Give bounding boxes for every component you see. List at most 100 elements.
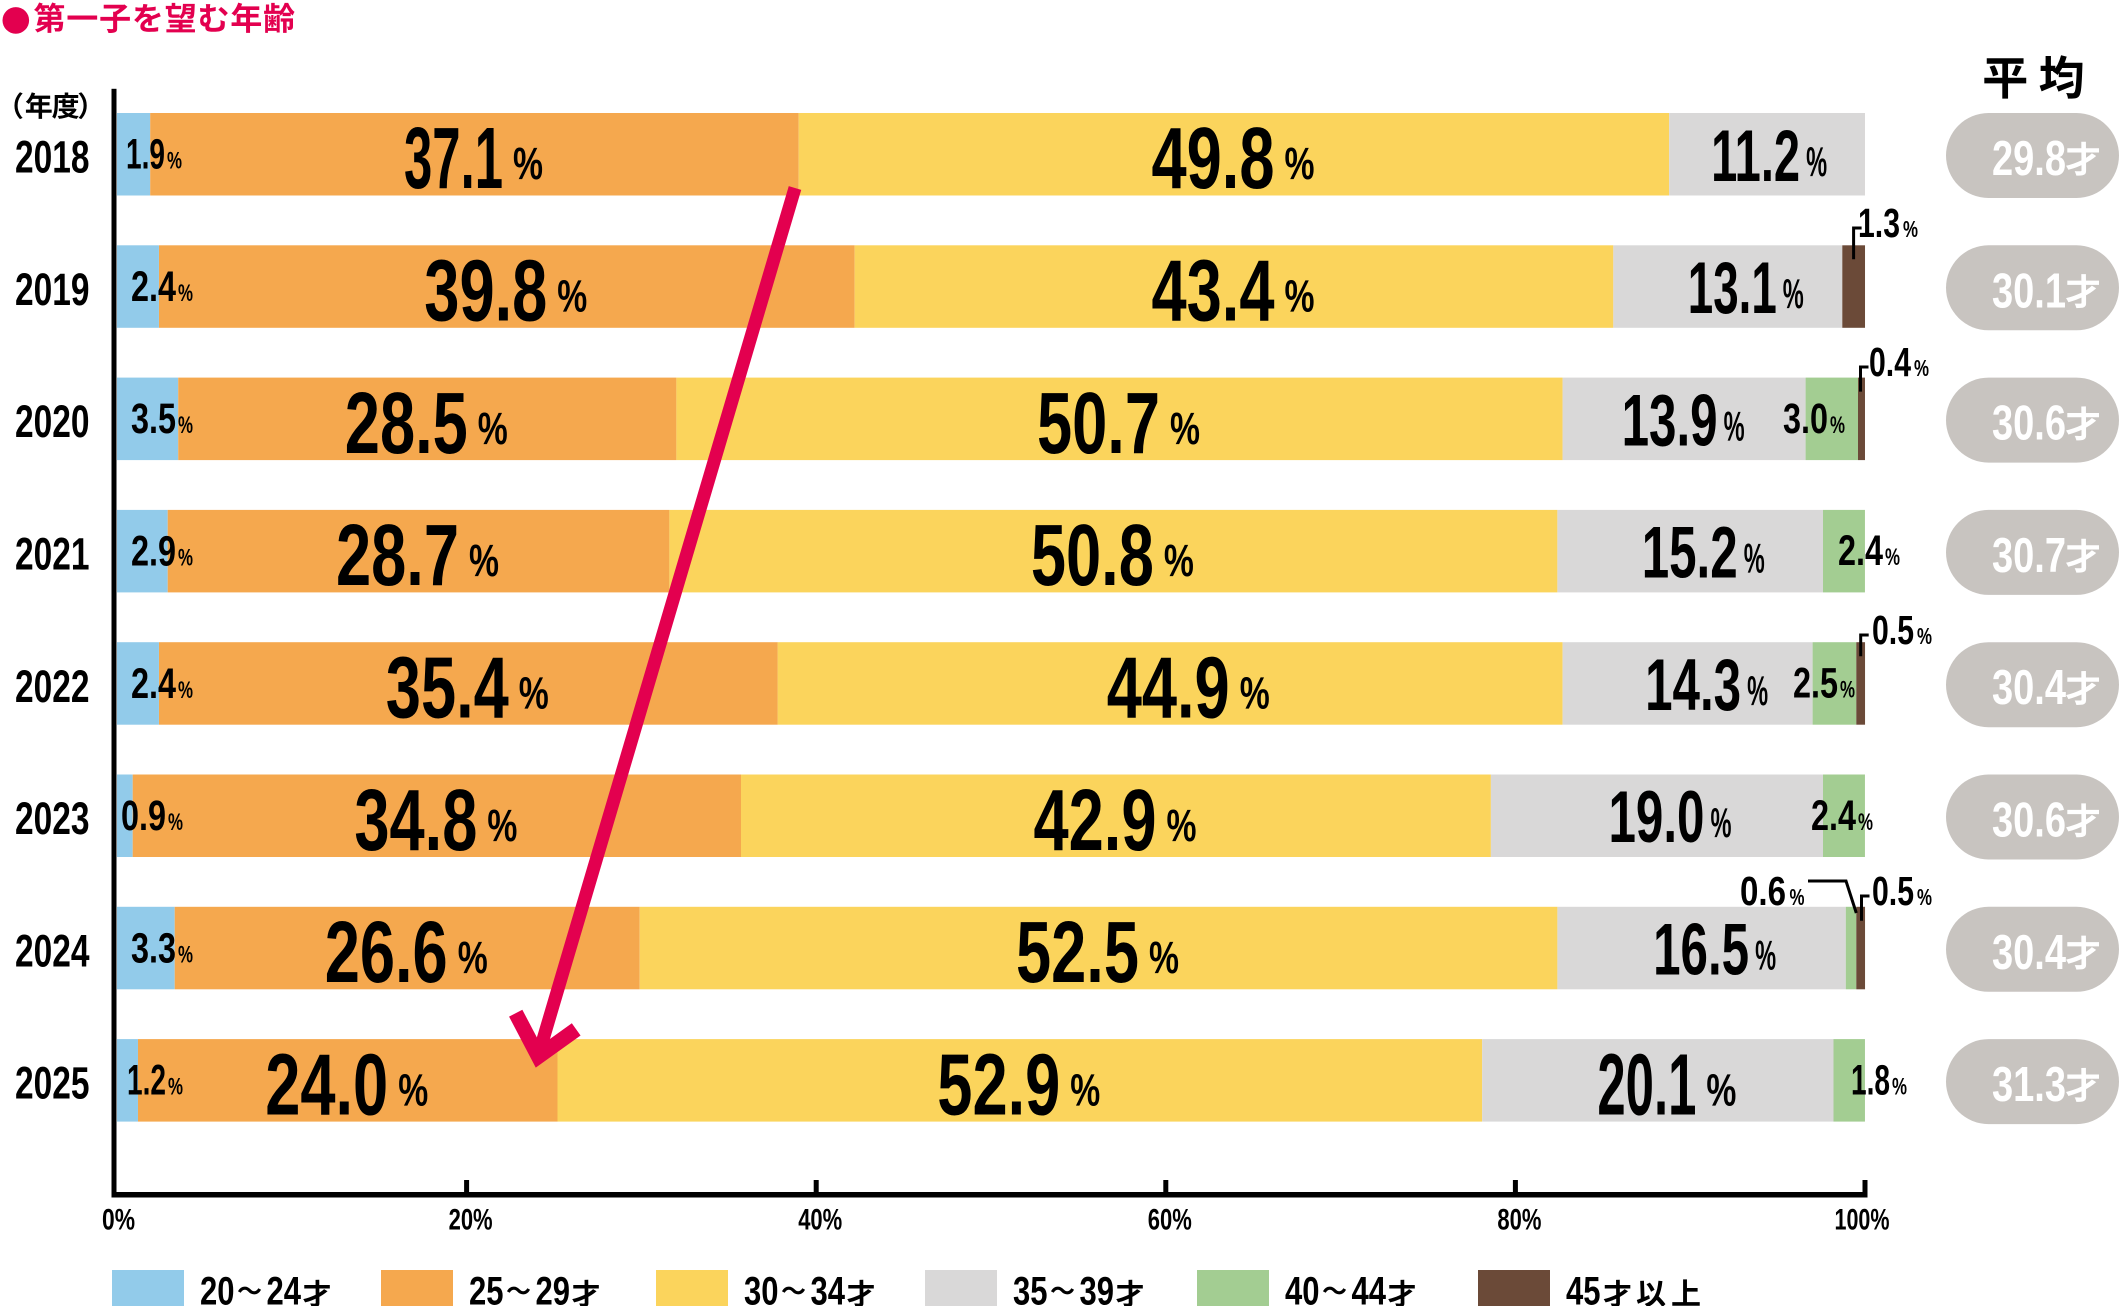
svg-text:2020: 2020 [15, 396, 90, 447]
svg-text:0.5: 0.5 [1872, 607, 1914, 653]
svg-text:29: 29 [536, 1270, 571, 1306]
svg-text:%: % [557, 271, 587, 322]
svg-text:49.8: 49.8 [1152, 110, 1275, 207]
svg-text:%: % [1240, 668, 1270, 719]
svg-text:2019: 2019 [15, 264, 90, 315]
svg-text:2021: 2021 [15, 529, 90, 580]
svg-text:37.1: 37.1 [404, 110, 503, 207]
svg-text:13.9: 13.9 [1622, 380, 1718, 461]
svg-text:%: % [1744, 535, 1765, 582]
svg-text:2022: 2022 [15, 661, 90, 712]
svg-text:40: 40 [1285, 1270, 1320, 1306]
svg-text:%: % [469, 535, 499, 586]
svg-text:%: % [458, 932, 488, 983]
svg-text:30.1: 30.1 [1992, 264, 2066, 318]
svg-text:%: % [1711, 799, 1732, 846]
svg-text:%: % [178, 545, 193, 572]
svg-text:30.4: 30.4 [1992, 926, 2066, 980]
svg-text:%: % [178, 280, 193, 307]
svg-text:42.9: 42.9 [1034, 772, 1157, 869]
svg-text:%: % [513, 138, 543, 189]
svg-text:20.1: 20.1 [1597, 1036, 1696, 1133]
svg-text:1.2: 1.2 [127, 1057, 166, 1105]
svg-text:20%: 20% [449, 1204, 493, 1237]
svg-text:45: 45 [1566, 1270, 1601, 1306]
svg-text:100%: 100% [1835, 1204, 1890, 1237]
svg-text:43.4: 43.4 [1152, 243, 1275, 340]
svg-text:34.8: 34.8 [354, 772, 477, 869]
svg-text:39.8: 39.8 [424, 243, 547, 340]
svg-text:44: 44 [1352, 1270, 1387, 1306]
svg-text:52.9: 52.9 [937, 1036, 1060, 1133]
svg-text:2023: 2023 [15, 793, 90, 844]
svg-text:1.3: 1.3 [1858, 200, 1900, 246]
svg-text:1.9: 1.9 [126, 131, 165, 179]
svg-text:2018: 2018 [15, 132, 90, 183]
svg-text:%: % [1164, 535, 1194, 586]
svg-text:%: % [1070, 1064, 1100, 1115]
svg-text:%: % [178, 412, 193, 439]
svg-text:39: 39 [1080, 1270, 1115, 1306]
svg-text:%: % [1706, 1064, 1736, 1115]
svg-text:%: % [519, 668, 549, 719]
svg-text:30.6: 30.6 [1992, 794, 2066, 848]
svg-text:3.5: 3.5 [131, 395, 176, 443]
svg-text:35.4: 35.4 [386, 640, 509, 737]
svg-text:%: % [1285, 271, 1315, 322]
svg-text:%: % [1914, 355, 1929, 381]
svg-text:50.8: 50.8 [1031, 507, 1154, 604]
svg-text:%: % [398, 1064, 428, 1115]
svg-text:0.6: 0.6 [1740, 868, 1786, 914]
svg-text:%: % [478, 403, 508, 454]
svg-text:30.6: 30.6 [1992, 397, 2066, 451]
svg-text:%: % [1170, 403, 1200, 454]
svg-text:%: % [1747, 667, 1768, 714]
svg-text:2.4: 2.4 [1838, 527, 1883, 575]
svg-text:%: % [1917, 623, 1932, 649]
svg-text:24: 24 [267, 1270, 302, 1306]
svg-text:%: % [1285, 138, 1315, 189]
svg-text:2.4: 2.4 [131, 660, 176, 708]
svg-text:%: % [178, 677, 193, 704]
svg-text:2.4: 2.4 [131, 263, 176, 311]
svg-text:40%: 40% [798, 1204, 842, 1237]
svg-text:52.5: 52.5 [1016, 904, 1139, 1001]
svg-text:%: % [1755, 932, 1776, 979]
svg-text:30.4: 30.4 [1992, 661, 2066, 715]
svg-text:3.0: 3.0 [1783, 395, 1828, 443]
svg-text:13.1: 13.1 [1688, 248, 1777, 329]
svg-text:%: % [1840, 677, 1855, 704]
svg-text:%: % [178, 941, 193, 968]
svg-text:%: % [1790, 884, 1805, 910]
svg-text:%: % [1783, 270, 1804, 317]
svg-text:11.2: 11.2 [1711, 116, 1800, 197]
svg-text:0%: 0% [102, 1204, 135, 1237]
svg-text:0.9: 0.9 [121, 792, 166, 840]
svg-text:30: 30 [744, 1270, 779, 1306]
svg-text:%: % [1885, 544, 1900, 571]
svg-text:2024: 2024 [15, 925, 90, 976]
svg-text:1.8: 1.8 [1851, 1056, 1890, 1104]
svg-text:31.3: 31.3 [1992, 1058, 2066, 1112]
svg-text:%: % [1903, 216, 1918, 242]
svg-text:%: % [1724, 402, 1745, 449]
svg-text:19.0: 19.0 [1609, 777, 1705, 858]
svg-text:15.2: 15.2 [1642, 513, 1738, 594]
svg-text:%: % [168, 809, 183, 836]
svg-text:60%: 60% [1148, 1204, 1192, 1237]
svg-text:34: 34 [811, 1270, 846, 1306]
svg-text:0.5: 0.5 [1872, 868, 1914, 914]
svg-text:%: % [1806, 138, 1827, 185]
svg-text:44.9: 44.9 [1107, 640, 1230, 737]
svg-text:14.3: 14.3 [1645, 645, 1741, 726]
svg-text:%: % [1858, 809, 1873, 836]
svg-text:2.9: 2.9 [131, 528, 176, 576]
svg-text:%: % [1917, 884, 1932, 910]
svg-text:28.5: 28.5 [345, 375, 468, 472]
svg-text:80%: 80% [1497, 1204, 1541, 1237]
svg-text:2025: 2025 [15, 1058, 90, 1109]
svg-text:35: 35 [1013, 1270, 1048, 1306]
svg-text:25: 25 [469, 1270, 504, 1306]
svg-text:3.3: 3.3 [131, 924, 176, 972]
svg-text:2.4: 2.4 [1811, 792, 1856, 840]
